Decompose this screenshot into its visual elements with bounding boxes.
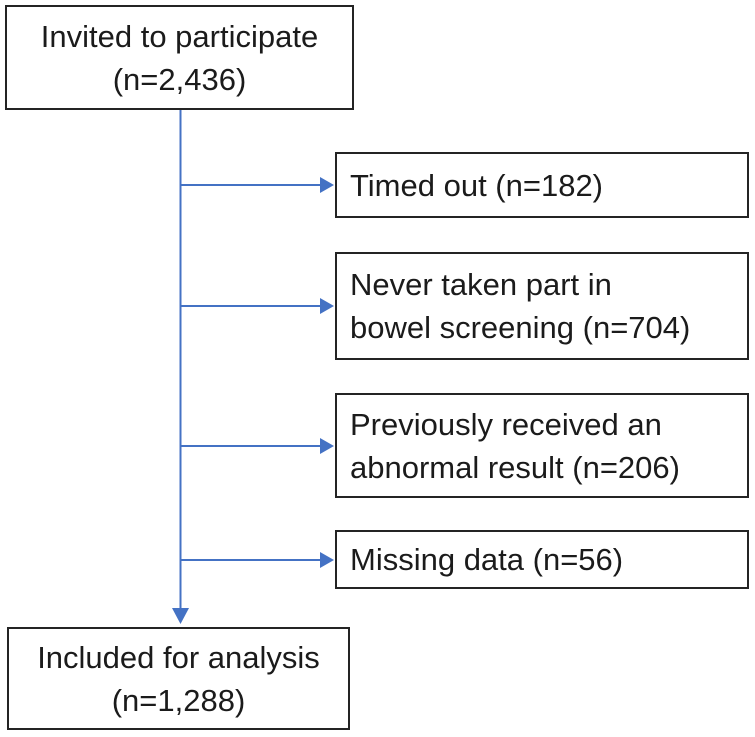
right-arrowhead-icon <box>320 438 334 454</box>
box-invited-to-participate: Invited to participate (n=2,436) <box>5 5 354 110</box>
box-count: (n=2,436) <box>112 61 247 97</box>
box-count: (n=1,288) <box>111 682 246 718</box>
box-text-line: Included for analysis <box>37 639 320 675</box>
box-text-line: Invited to participate <box>40 18 319 54</box>
box-text-line: Never taken part in <box>350 267 612 302</box>
right-arrowhead-icon <box>320 177 334 193</box>
box-exclusion-abnormal-result: Previously received an abnormal result (… <box>335 393 749 498</box>
box-text-line: bowel screening (n=704) <box>350 310 691 345</box>
right-arrowhead-icon <box>320 298 334 314</box>
box-exclusion-timed-out: Timed out (n=182) <box>335 152 749 218</box>
box-text-line: abnormal result (n=206) <box>350 449 680 485</box>
down-arrowhead-icon <box>172 608 189 624</box>
right-arrowhead-icon <box>320 552 334 568</box>
box-exclusion-never-taken-part: Never taken part in bowel screening (n=7… <box>335 252 749 360</box>
box-text-line: Timed out (n=182) <box>350 167 604 203</box>
box-text-line: Previously received an <box>350 406 662 442</box>
box-exclusion-missing-data: Missing data (n=56) <box>335 530 749 589</box>
box-included-for-analysis: Included for analysis (n=1,288) <box>7 627 350 730</box>
box-text-line: Missing data (n=56) <box>350 542 624 577</box>
